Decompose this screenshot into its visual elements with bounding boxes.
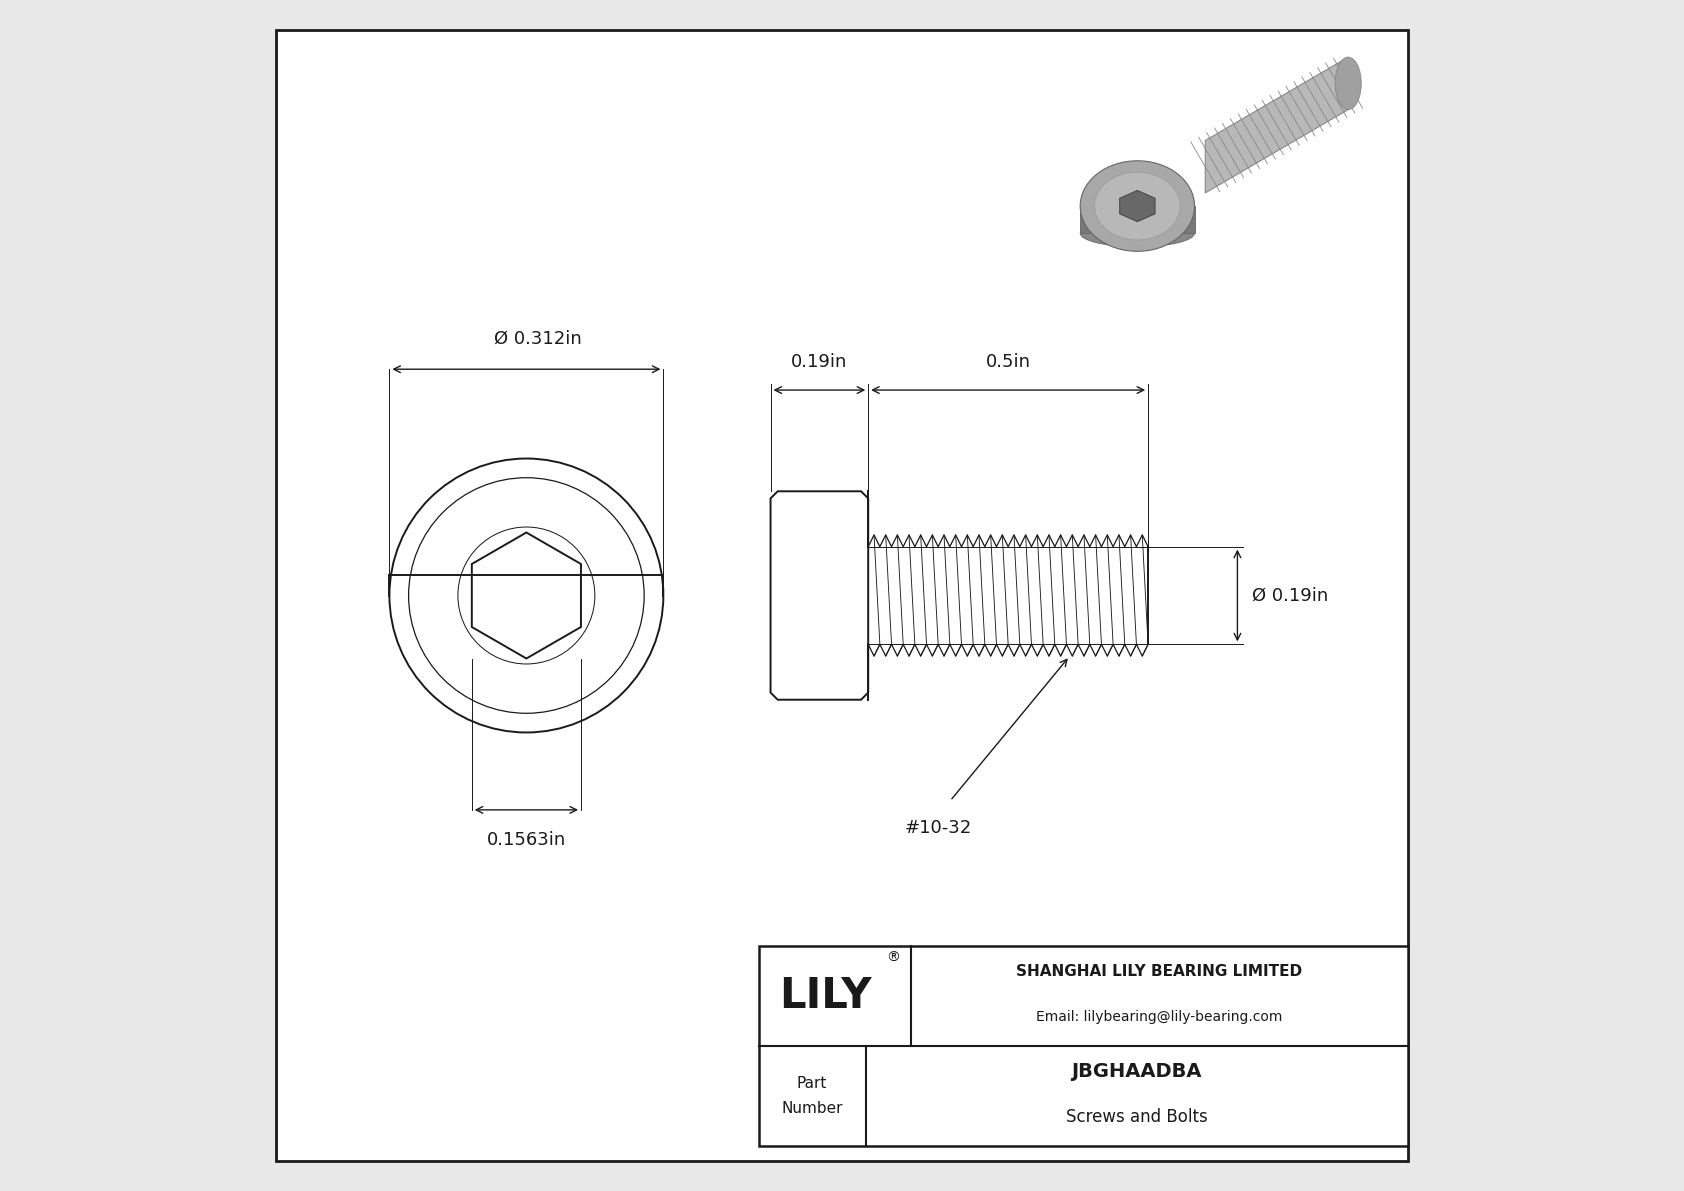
Text: JBGHAADBA: JBGHAADBA <box>1071 1062 1202 1081</box>
Polygon shape <box>1206 57 1349 193</box>
Ellipse shape <box>1079 161 1194 251</box>
Text: Ø 0.19in: Ø 0.19in <box>1251 586 1329 605</box>
Bar <box>758 946 1408 1146</box>
Text: LILY: LILY <box>780 974 872 1017</box>
Text: Part
Number: Part Number <box>781 1075 844 1116</box>
Text: 0.5in: 0.5in <box>985 353 1031 372</box>
Polygon shape <box>1079 206 1194 233</box>
Ellipse shape <box>1095 173 1180 241</box>
Text: ®: ® <box>886 950 901 965</box>
Text: Screws and Bolts: Screws and Bolts <box>1066 1108 1207 1127</box>
Text: Ø 0.312in: Ø 0.312in <box>495 330 583 348</box>
Text: Email: lilybearing@lily-bearing.com: Email: lilybearing@lily-bearing.com <box>1036 1010 1283 1024</box>
Ellipse shape <box>1079 219 1194 247</box>
Polygon shape <box>1120 191 1155 222</box>
Text: #10-32: #10-32 <box>904 819 972 837</box>
Ellipse shape <box>1335 57 1361 110</box>
Text: 0.19in: 0.19in <box>791 353 847 372</box>
Text: SHANGHAI LILY BEARING LIMITED: SHANGHAI LILY BEARING LIMITED <box>1017 965 1302 979</box>
Text: 0.1563in: 0.1563in <box>487 831 566 849</box>
